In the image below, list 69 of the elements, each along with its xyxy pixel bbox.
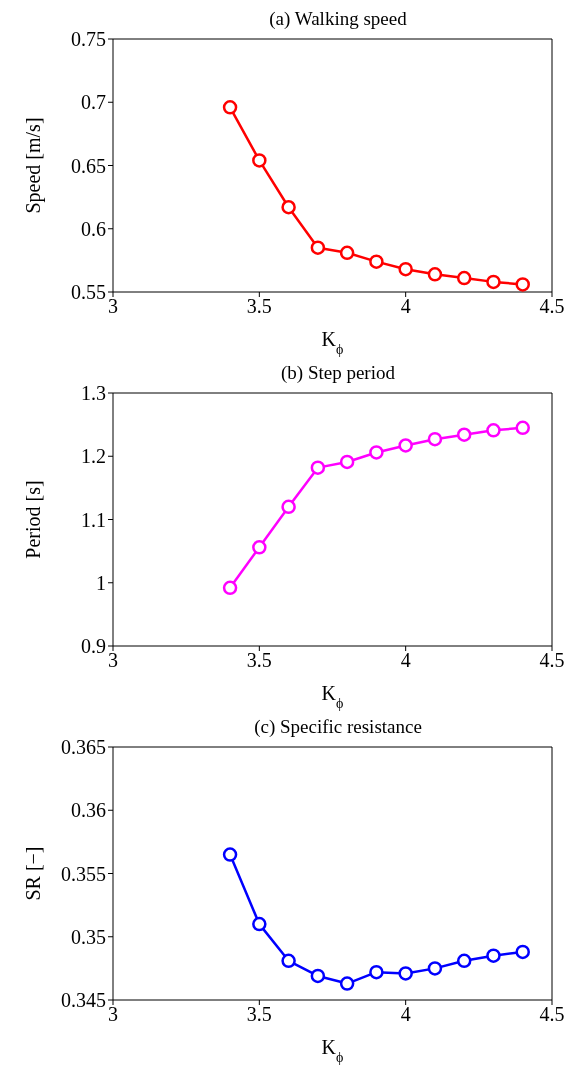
x-tick-label: 3.5 bbox=[246, 295, 272, 318]
point bbox=[486, 423, 501, 438]
y-tick-label: 0.7 bbox=[81, 91, 106, 114]
y-tick-label: 1 bbox=[96, 571, 106, 594]
y-axis-title: Speed [m/s] bbox=[22, 117, 45, 214]
point bbox=[515, 277, 530, 292]
point bbox=[427, 431, 443, 447]
y-tick-label: 0.6 bbox=[81, 217, 106, 240]
x-tick-label: 4 bbox=[400, 295, 411, 318]
y-tick-label: 0.65 bbox=[71, 154, 106, 177]
x-tick-label: 3.5 bbox=[246, 1003, 272, 1026]
chart-title: (c) Specific resistance bbox=[254, 716, 422, 737]
point bbox=[486, 274, 501, 290]
point bbox=[369, 964, 384, 980]
point bbox=[486, 948, 501, 963]
point bbox=[310, 240, 326, 255]
point bbox=[398, 261, 413, 277]
point bbox=[515, 420, 530, 436]
x-tick-label: 3.5 bbox=[246, 649, 272, 672]
x-axis-title: K$_{ϕ}$ bbox=[321, 1036, 344, 1065]
y-tick-label: 0.355 bbox=[61, 862, 106, 885]
x-tick-label: 4.5 bbox=[539, 649, 565, 672]
y-tick-label: 0.55 bbox=[71, 281, 106, 304]
point bbox=[427, 961, 443, 976]
x-tick-label: 4 bbox=[400, 649, 411, 672]
point bbox=[281, 499, 296, 515]
point bbox=[369, 445, 384, 460]
point bbox=[456, 427, 472, 442]
point bbox=[310, 460, 326, 475]
point bbox=[281, 953, 296, 969]
x-tick-label: 4.5 bbox=[539, 295, 565, 318]
point bbox=[339, 245, 355, 261]
point bbox=[339, 454, 355, 470]
point bbox=[427, 267, 443, 282]
point bbox=[252, 153, 267, 168]
y-tick-label: 1.3 bbox=[81, 382, 106, 405]
x-axis-title: K$_{ϕ}$ bbox=[321, 328, 344, 357]
y-axis-title: SR [−] bbox=[22, 846, 44, 901]
y-tick-label: 1.1 bbox=[81, 508, 106, 531]
y-tick-label: 0.36 bbox=[71, 799, 106, 822]
y-axis-title: Period [s] bbox=[22, 480, 44, 559]
point bbox=[398, 966, 413, 981]
point bbox=[369, 254, 384, 269]
chart-title: (a) Walking speed bbox=[269, 8, 407, 29]
y-tick-label: 0.345 bbox=[61, 989, 106, 1012]
x-tick-label: 3 bbox=[108, 1003, 118, 1026]
point bbox=[456, 953, 472, 969]
y-tick-label: 0.35 bbox=[71, 925, 106, 948]
point bbox=[252, 916, 267, 932]
x-axis-title: K$_{ϕ}$ bbox=[321, 682, 344, 711]
y-tick-label: 0.75 bbox=[71, 28, 106, 51]
y-tick-label: 0.365 bbox=[61, 736, 106, 759]
y-tick-label: 0.9 bbox=[81, 635, 106, 658]
point bbox=[222, 100, 238, 115]
point bbox=[456, 270, 472, 286]
point bbox=[222, 580, 238, 596]
point bbox=[252, 540, 267, 555]
point bbox=[222, 847, 238, 862]
point bbox=[398, 438, 413, 453]
x-tick-label: 4 bbox=[400, 1003, 411, 1026]
point bbox=[515, 944, 530, 960]
point bbox=[339, 976, 355, 991]
chart-title: (b) Step period bbox=[281, 362, 395, 383]
x-tick-label: 4.5 bbox=[539, 1003, 565, 1026]
x-tick-label: 3 bbox=[108, 295, 118, 318]
y-tick-label: 1.2 bbox=[81, 445, 106, 468]
x-tick-label: 3 bbox=[108, 649, 118, 672]
point bbox=[310, 968, 326, 984]
point bbox=[281, 200, 296, 215]
